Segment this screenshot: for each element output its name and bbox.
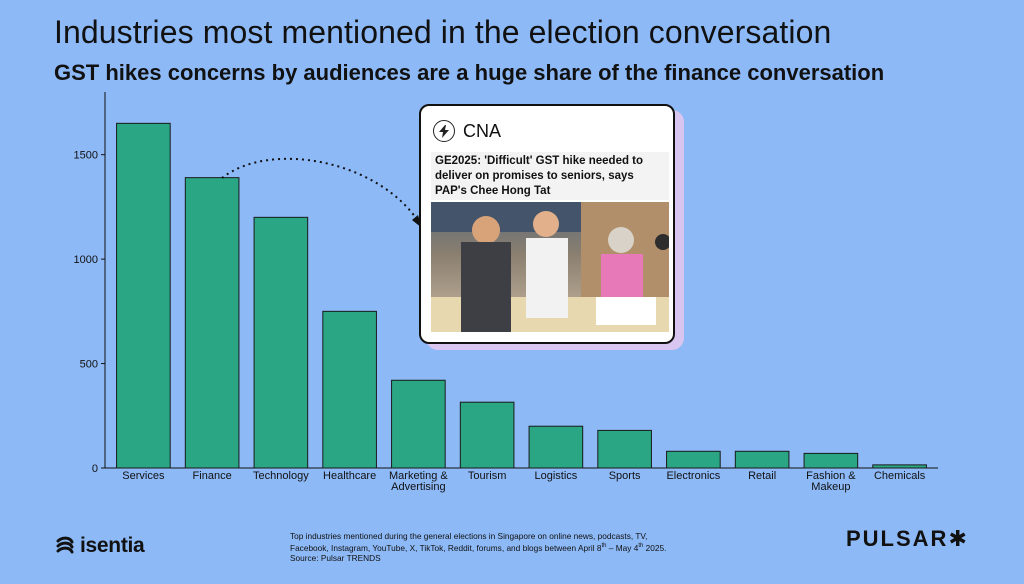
card-header: CNA bbox=[433, 120, 501, 142]
x-tick-label: Electronics bbox=[666, 470, 720, 482]
footnote: Top industries mentioned during the gene… bbox=[290, 531, 730, 563]
x-tick-label: Sports bbox=[609, 470, 641, 482]
y-tick-label: 0 bbox=[92, 463, 98, 475]
y-tick-label: 1500 bbox=[74, 150, 98, 162]
footnote-line-1: Top industries mentioned during the gene… bbox=[290, 531, 648, 541]
x-tick-label: Logistics bbox=[534, 470, 577, 482]
x-tick-label: Healthcare bbox=[323, 470, 376, 482]
bar-marketing-advertising bbox=[391, 379, 446, 469]
chart-subtitle: GST hikes concerns by audiences are a hu… bbox=[54, 60, 885, 85]
y-tick-label: 1000 bbox=[74, 254, 98, 266]
x-tick-label: Services bbox=[122, 470, 165, 482]
chart-title: Industries most mentioned in the electio… bbox=[54, 14, 832, 50]
x-tick-label: Technology bbox=[253, 470, 309, 482]
y-tick-label: 500 bbox=[80, 359, 98, 371]
news-card: CNA GE2025: 'Difficult' GST hike needed … bbox=[419, 104, 675, 344]
bar-tourism bbox=[459, 401, 515, 469]
isentia-mark-icon bbox=[56, 536, 74, 554]
bar-technology bbox=[253, 216, 309, 469]
news-photo bbox=[431, 202, 669, 332]
x-tick-label: Retail bbox=[748, 470, 776, 482]
x-tick-label: Finance bbox=[193, 470, 232, 482]
x-tick-label: Marketing & Advertising bbox=[389, 470, 448, 493]
bar-electronics bbox=[666, 450, 721, 469]
news-source-name: CNA bbox=[463, 120, 502, 141]
bar-services bbox=[116, 122, 171, 469]
x-tick-label: Fashion & Makeup bbox=[806, 470, 856, 493]
bar-sports bbox=[597, 429, 652, 469]
x-tick-label: Chemicals bbox=[874, 470, 926, 482]
bar-healthcare bbox=[322, 310, 377, 469]
pulsar-logo: PULSAR✱ bbox=[846, 526, 969, 551]
x-tick-label: Tourism bbox=[468, 470, 507, 482]
bar-logistics bbox=[528, 425, 584, 469]
isentia-logo: isentia bbox=[54, 534, 145, 558]
news-headline[interactable]: GE2025: 'Difficult' GST hike needed to d… bbox=[431, 152, 669, 200]
bar-finance bbox=[184, 177, 240, 469]
footnote-line-2: Facebook, Instagram, YouTube, X, TikTok,… bbox=[290, 542, 667, 553]
bar-fashion-makeup bbox=[803, 452, 859, 469]
lightning-bolt-icon bbox=[433, 120, 455, 142]
bar-chemicals bbox=[872, 464, 927, 469]
bar-retail bbox=[734, 450, 790, 469]
isentia-wordmark: isentia bbox=[80, 534, 145, 557]
annotation-arrow bbox=[221, 157, 421, 225]
footnote-line-3: Source: Pulsar TRENDS bbox=[290, 552, 381, 563]
